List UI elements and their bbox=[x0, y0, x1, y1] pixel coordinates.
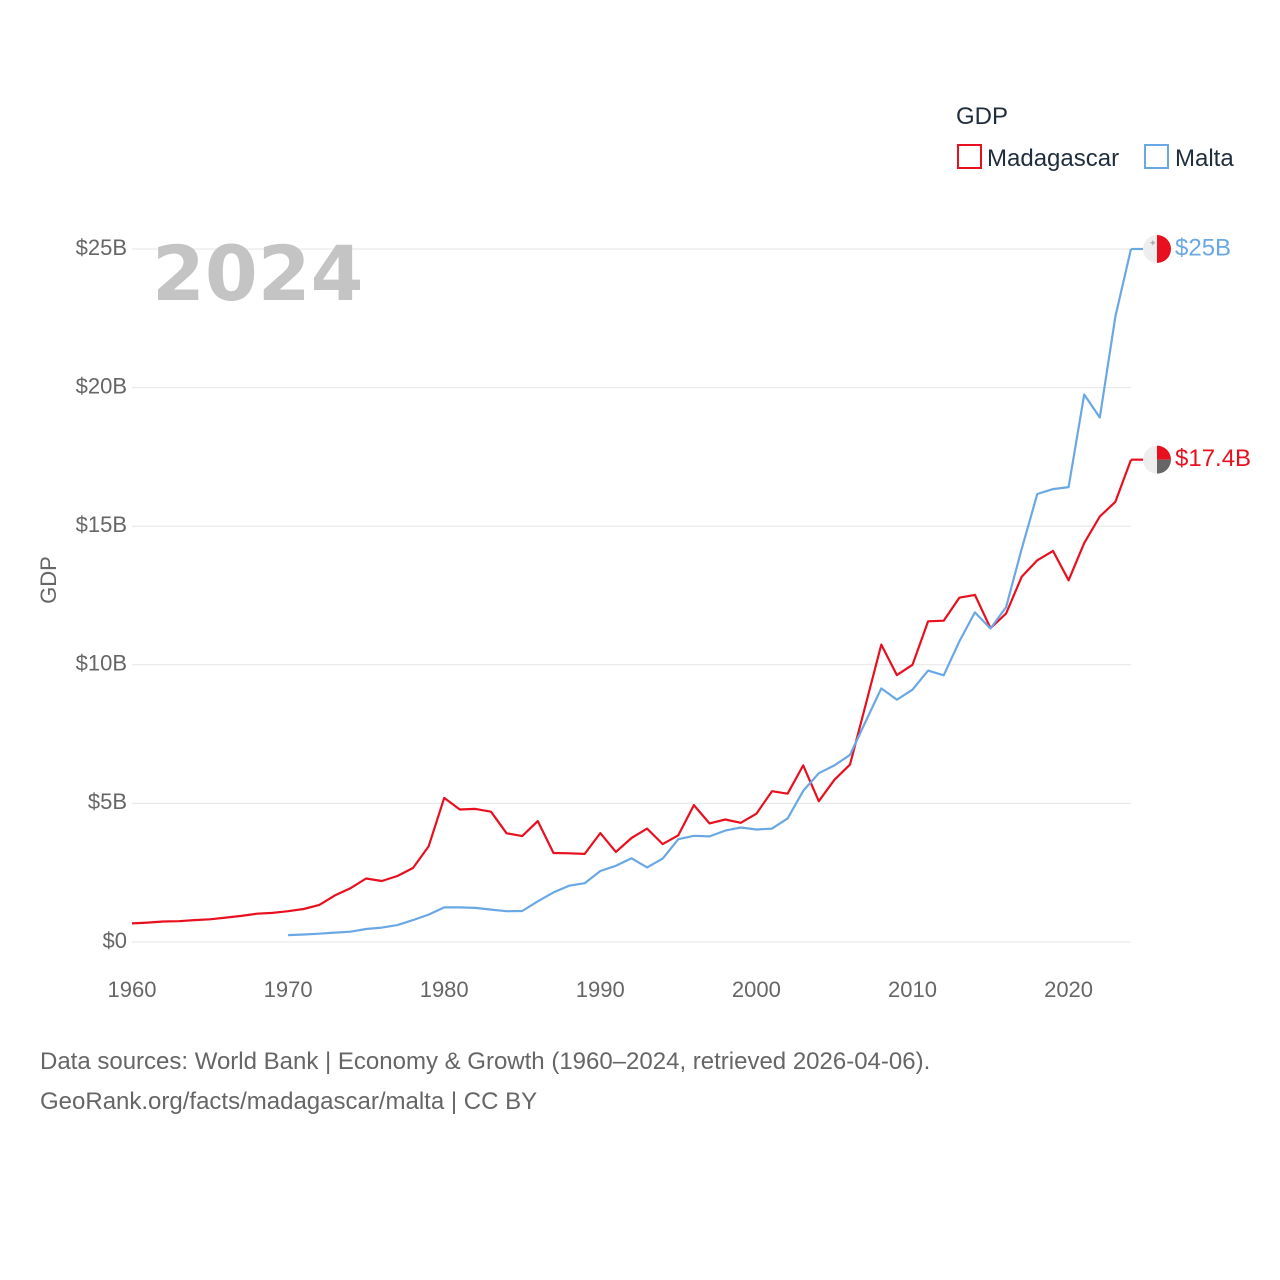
legend-label-malta: Malta bbox=[1175, 145, 1234, 172]
series-line-madagascar bbox=[131, 459, 1133, 925]
end-value-label-malta: $25B bbox=[1175, 234, 1231, 261]
y-tick-label: $20B bbox=[76, 373, 127, 398]
source-line: Data sources: World Bank | Economy & Gro… bbox=[40, 1048, 931, 1075]
legend-label-madagascar: Madagascar bbox=[987, 145, 1119, 172]
legend-swatch-malta bbox=[1144, 144, 1169, 169]
legend-item-madagascar[interactable]: Madagascar bbox=[957, 144, 1119, 172]
series-line-malta bbox=[288, 248, 1133, 937]
y-tick-label: $10B bbox=[76, 651, 127, 676]
year-label: 2024 bbox=[152, 229, 364, 318]
legend-item-malta[interactable]: Malta bbox=[1144, 144, 1234, 172]
x-tick-label: 1980 bbox=[420, 977, 469, 1002]
series-lines bbox=[131, 247, 1143, 937]
gridlines bbox=[132, 248, 1131, 943]
attribution-line: GeoRank.org/facts/madagascar/malta | CC … bbox=[40, 1088, 538, 1115]
y-axis-title: GDP bbox=[36, 556, 61, 604]
legend-swatch-madagascar bbox=[957, 144, 982, 169]
end-value-label-madagascar: $17.4B bbox=[1175, 445, 1251, 472]
source-footer: Data sources: World Bank | Economy & Gro… bbox=[40, 1042, 930, 1122]
legend-title: GDP bbox=[956, 103, 1008, 130]
gdp-line-chart: $0 $5B $10B $15B $20B $25B 1960 1970 1980 1990 20… bbox=[36, 103, 1251, 1002]
x-tick-label: 1960 bbox=[108, 977, 157, 1002]
madagascar-flag-icon bbox=[1143, 445, 1171, 474]
y-tick-label: $15B bbox=[76, 512, 127, 537]
legend: GDP Madagascar Malta bbox=[956, 103, 1234, 172]
x-tick-label: 2020 bbox=[1044, 977, 1093, 1002]
x-tick-label: 1990 bbox=[576, 977, 625, 1002]
end-markers: $17.4B ✦ $25B bbox=[1143, 234, 1251, 474]
x-axis-ticks: 1960 1970 1980 1990 2000 2010 2020 bbox=[108, 977, 1094, 1002]
svg-text:✦: ✦ bbox=[1149, 239, 1157, 249]
y-tick-label: $25B bbox=[76, 235, 127, 260]
x-tick-label: 2000 bbox=[732, 977, 781, 1002]
x-tick-label: 2010 bbox=[888, 977, 937, 1002]
y-axis-ticks: $0 $5B $10B $15B $20B $25B bbox=[76, 235, 127, 953]
y-tick-label: $0 bbox=[103, 928, 127, 953]
malta-flag-icon: ✦ bbox=[1143, 235, 1171, 263]
y-tick-label: $5B bbox=[88, 789, 127, 814]
x-tick-label: 1970 bbox=[264, 977, 313, 1002]
